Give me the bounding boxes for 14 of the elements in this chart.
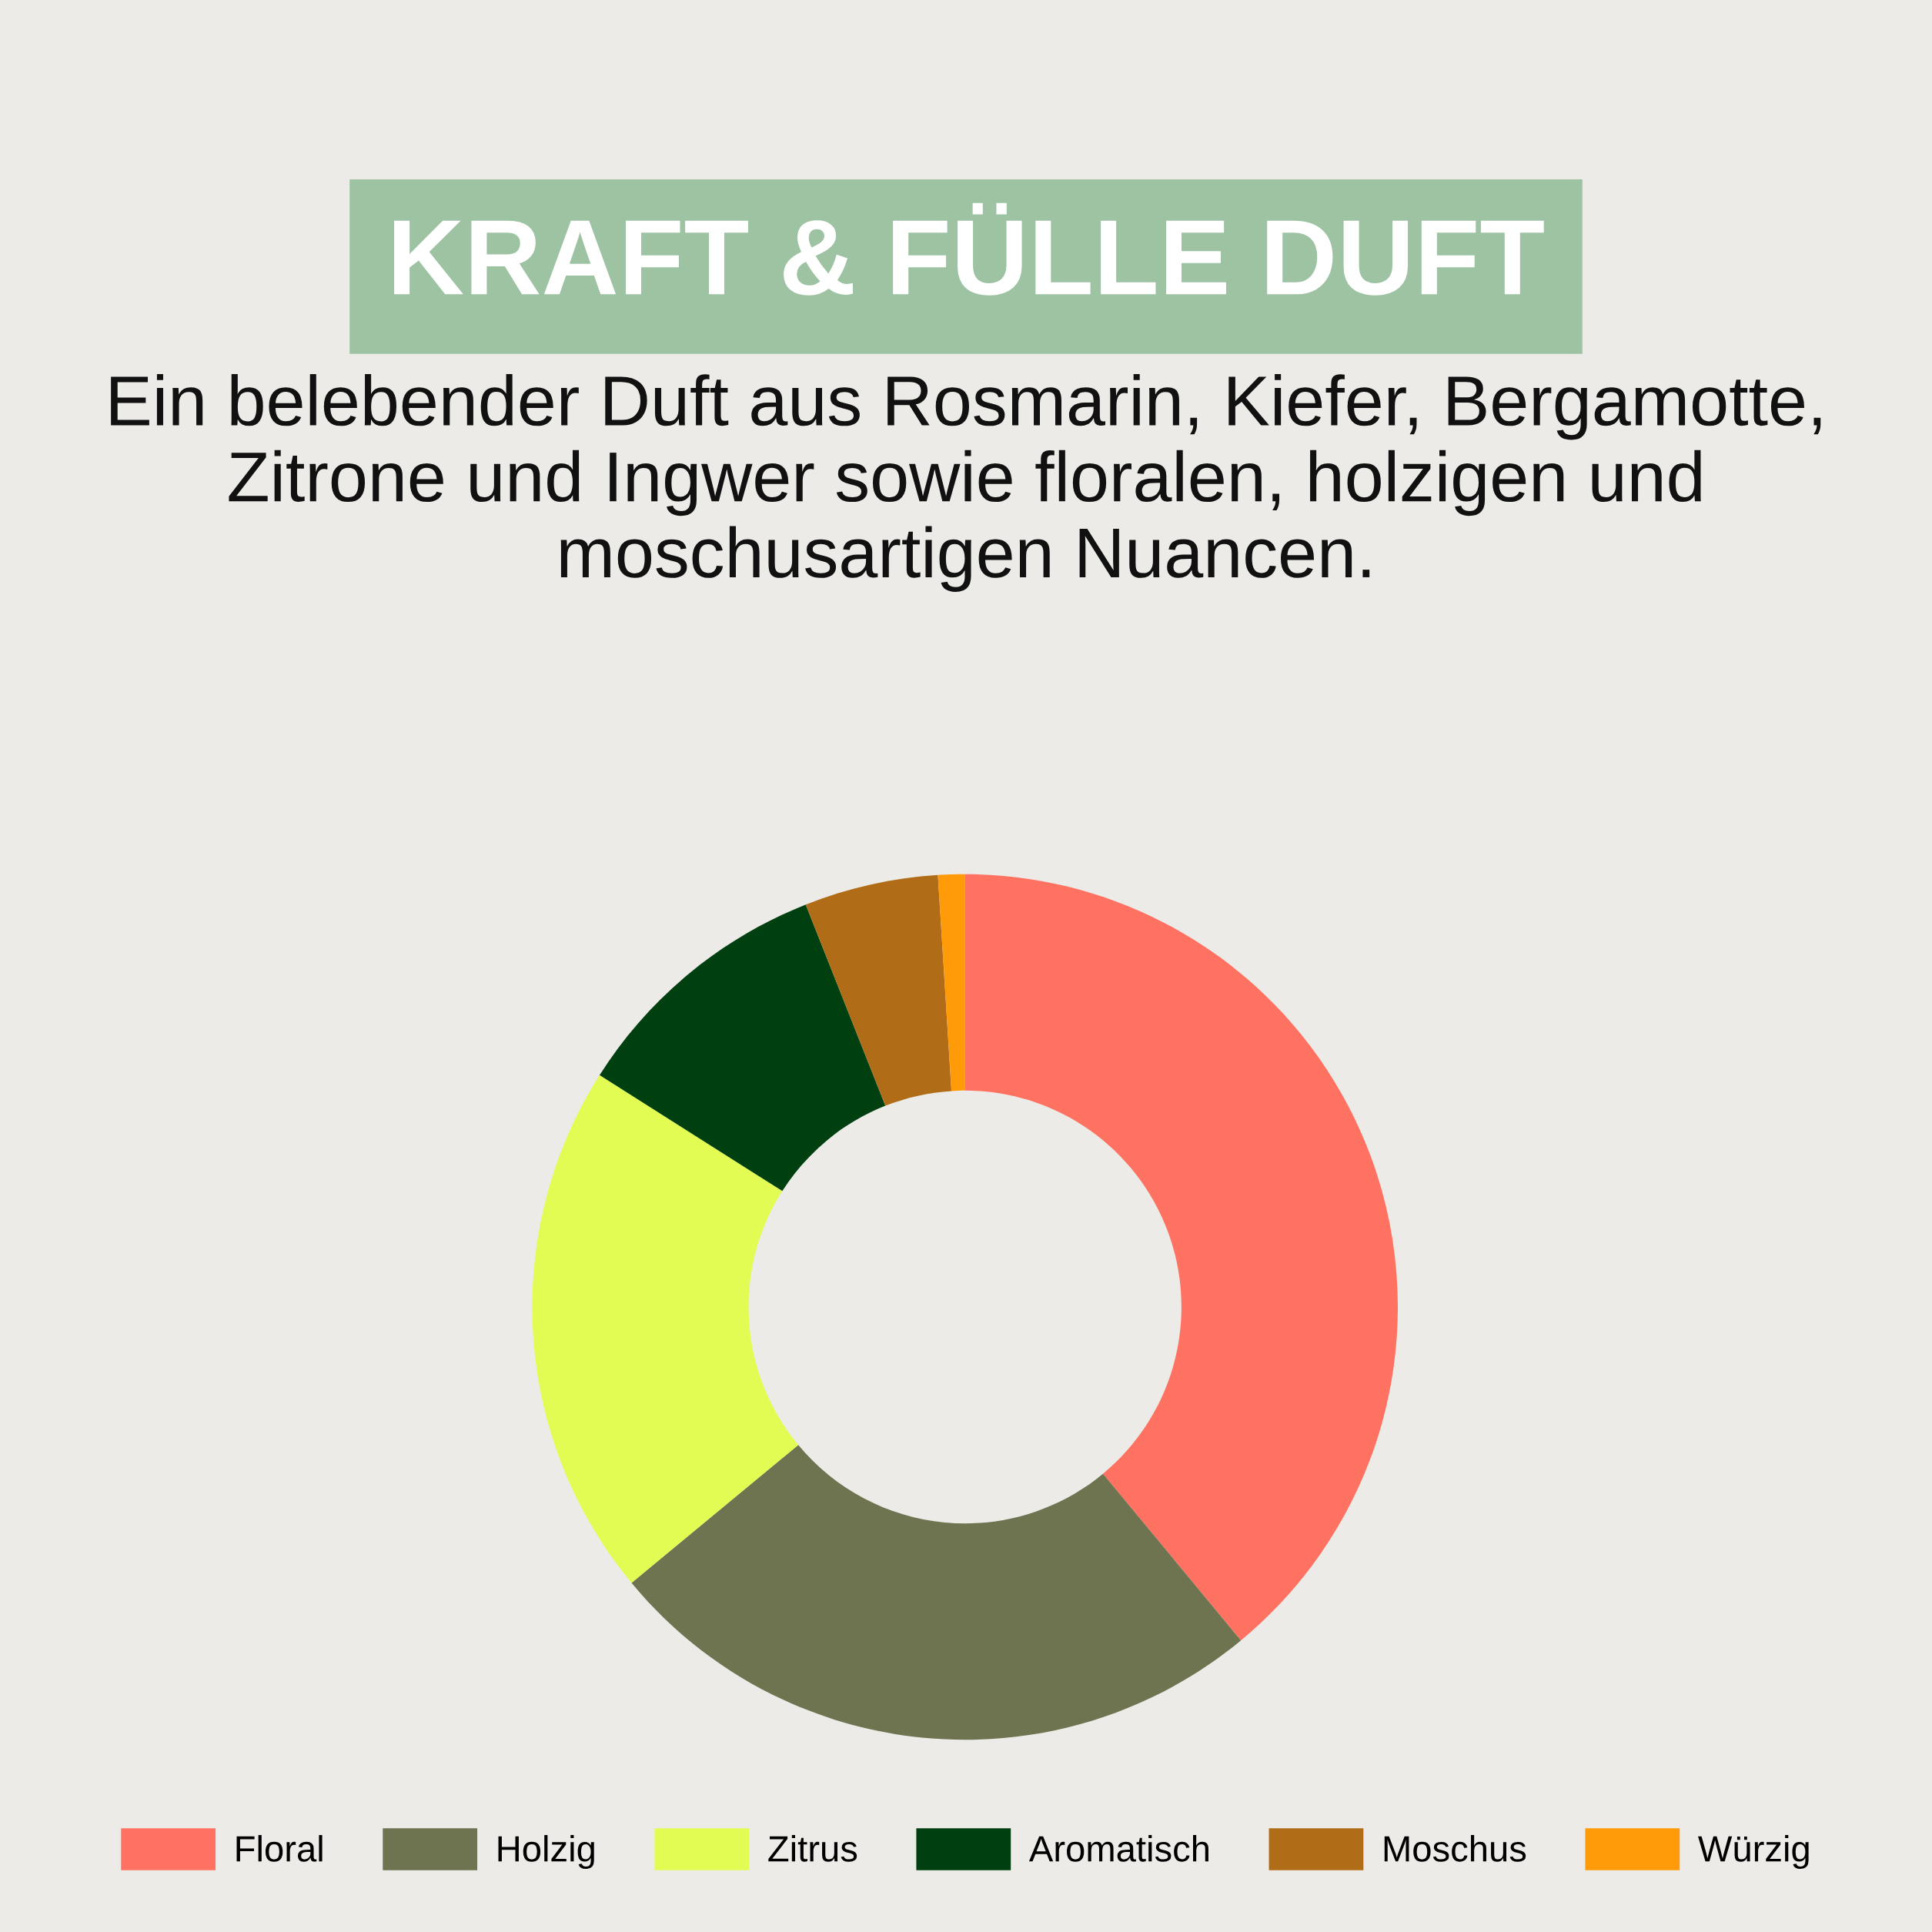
chart-title: KRAFT & FÜLLE DUFT bbox=[394, 202, 1544, 296]
legend-label: Holzig bbox=[498, 1835, 594, 1870]
donut-slice bbox=[964, 874, 1398, 1641]
legend-label: Aromatisch bbox=[1028, 1835, 1208, 1862]
legend-label: Würzig bbox=[1698, 1835, 1809, 1870]
donut-slice bbox=[805, 874, 952, 1106]
donut-slice bbox=[532, 1075, 799, 1583]
legend-label: Floral bbox=[236, 1835, 323, 1862]
donut-slice bbox=[938, 874, 965, 1091]
chart-subtitle: Ein belebender Duft aus Rosmarin, Kiefer, Bergamotte, Zitrone und Ingwer sowie floralen, holzigen und moschusartigen Nuancen. bbox=[111, 374, 1821, 592]
donut-slice bbox=[599, 904, 886, 1192]
donut-slice bbox=[631, 1445, 1242, 1740]
legend-label: Moschus bbox=[1384, 1835, 1526, 1862]
legend-label: Zitrus bbox=[768, 1835, 857, 1862]
